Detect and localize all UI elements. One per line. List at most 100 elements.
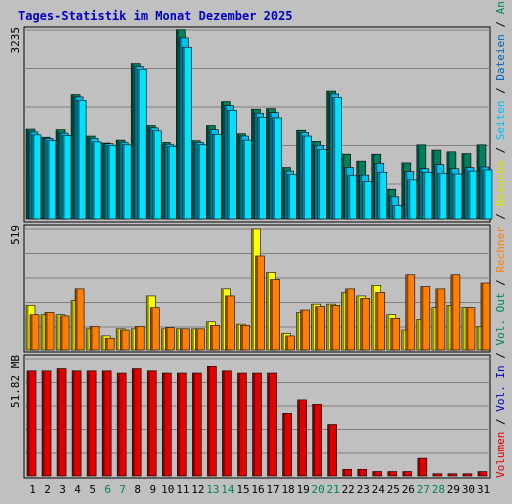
bar-seiten-21-shade [333, 97, 336, 219]
bar-rechner-30 [465, 307, 476, 351]
legend-part-8: Besuche [494, 160, 507, 206]
bar-volumen-21-body [327, 424, 337, 477]
bar-volumen-26 [402, 471, 413, 477]
bar-rechner-24 [375, 292, 386, 351]
bar-volumen-8 [131, 368, 142, 477]
bar-besuche-6-shade [101, 336, 104, 350]
y-max-label-1: 3235 [9, 27, 22, 54]
bar-rechner-11-body [180, 328, 190, 351]
bar-dateien-26-shade [405, 172, 408, 219]
bar-rechner-14 [225, 295, 235, 351]
legend-part-1: / [494, 412, 507, 432]
bar-anfragen-26-shade [402, 163, 405, 219]
bar-besuche-1-shade [26, 305, 29, 350]
bar-rechner-12 [195, 328, 205, 351]
bar-dateien-20-shade [315, 145, 318, 219]
bar-volumen-26-body [402, 471, 413, 477]
bar-rechner-18-body [285, 335, 295, 351]
bar-rechner-9-shade [150, 308, 153, 350]
bar-anfragen-5-shade [86, 136, 89, 219]
bar-rechner-20-shade [316, 307, 319, 350]
bar-rechner-15-shade [240, 325, 243, 350]
bar-rechner-19 [300, 309, 310, 351]
day-label-25: 25 [387, 483, 400, 496]
bar-seiten-3 [61, 135, 72, 220]
bar-rechner-2-shade [45, 312, 48, 350]
bar-volumen-20-body [312, 404, 322, 477]
bar-anfragen-27-shade [417, 145, 420, 219]
bar-seiten-20-shade [318, 149, 321, 219]
bar-rechner-19-body [300, 309, 310, 351]
bar-volumen-15-body [237, 372, 247, 477]
bar-rechner-20-body [315, 306, 325, 351]
bar-seiten-1 [31, 134, 42, 220]
bar-seiten-17 [272, 117, 282, 220]
bar-volumen-27-body [417, 457, 428, 477]
bar-volumen-22-shade [343, 469, 346, 476]
day-label-7: 7 [119, 483, 126, 496]
bar-seiten-24 [377, 171, 388, 220]
bar-seiten-29-shade [453, 174, 456, 219]
day-label-5: 5 [89, 483, 96, 496]
bar-volumen-22-body [342, 468, 352, 477]
bar-seiten-22-shade [348, 176, 351, 219]
bar-anfragen-1-shade [26, 129, 29, 219]
bar-rechner-23-body [360, 297, 371, 351]
bar-rechner-1 [29, 314, 40, 351]
bar-seiten-11 [182, 46, 192, 220]
bar-volumen-12 [192, 372, 202, 477]
bar-rechner-5-body [89, 326, 100, 351]
bar-rechner-4 [74, 288, 85, 351]
bar-volumen-25 [387, 471, 398, 477]
bar-seiten-18-shade [288, 175, 291, 219]
bar-dateien-4-shade [74, 97, 77, 219]
bar-dateien-18-shade [285, 171, 288, 219]
bar-besuche-14-shade [221, 289, 224, 350]
bar-besuche-23-shade [357, 296, 360, 350]
bar-volumen-8-body [131, 368, 142, 477]
bar-volumen-12-shade [192, 373, 195, 476]
day-label-16: 16 [251, 483, 264, 496]
bar-rechner-1-body [29, 314, 40, 351]
bar-rechner-21-body [330, 305, 340, 351]
bar-anfragen-3-shade [56, 130, 59, 219]
bar-besuche-4-shade [71, 301, 74, 350]
bar-seiten-16-shade [257, 117, 260, 219]
bar-rechner-31-shade [481, 283, 484, 350]
bar-besuche-10-shade [161, 329, 164, 350]
bar-volumen-2 [41, 370, 52, 477]
bar-seiten-2-shade [47, 141, 50, 219]
bar-volumen-18-shade [283, 413, 286, 476]
bar-dateien-9-shade [149, 128, 152, 219]
day-label-23: 23 [357, 483, 370, 496]
bar-dateien-7-shade [119, 142, 122, 219]
bar-anfragen-7-shade [116, 140, 119, 219]
bar-volumen-21-shade [328, 425, 331, 476]
bar-seiten-15-shade [242, 140, 245, 219]
bar-seiten-15 [242, 139, 252, 220]
bar-volumen-15-shade [237, 373, 240, 476]
day-label-31: 31 [477, 483, 490, 496]
bar-besuche-22-shade [342, 292, 345, 350]
bar-rechner-21-shade [331, 305, 334, 350]
bar-volumen-9-shade [147, 371, 150, 476]
bar-dateien-30-shade [465, 168, 468, 219]
bar-dateien-14-shade [224, 106, 227, 219]
bar-anfragen-17-shade [267, 109, 270, 219]
legend-part-5: / [494, 273, 507, 293]
bar-dateien-24-shade [375, 163, 378, 219]
bar-rechner-28-body [435, 288, 446, 351]
bar-seiten-23 [362, 181, 373, 220]
bar-volumen-12-body [192, 372, 202, 477]
bar-seiten-16 [257, 117, 267, 220]
bar-besuche-25-shade [387, 315, 390, 350]
bar-rechner-6 [104, 337, 115, 351]
bar-dateien-5-shade [89, 138, 92, 219]
bar-besuche-7-shade [116, 329, 119, 350]
bar-volumen-19 [297, 399, 307, 477]
bar-volumen-4-body [71, 370, 82, 477]
day-label-30: 30 [462, 483, 475, 496]
bar-anfragen-6-shade [101, 143, 104, 219]
bar-rechner-22-body [345, 288, 355, 351]
bar-rechner-2-body [44, 312, 55, 351]
